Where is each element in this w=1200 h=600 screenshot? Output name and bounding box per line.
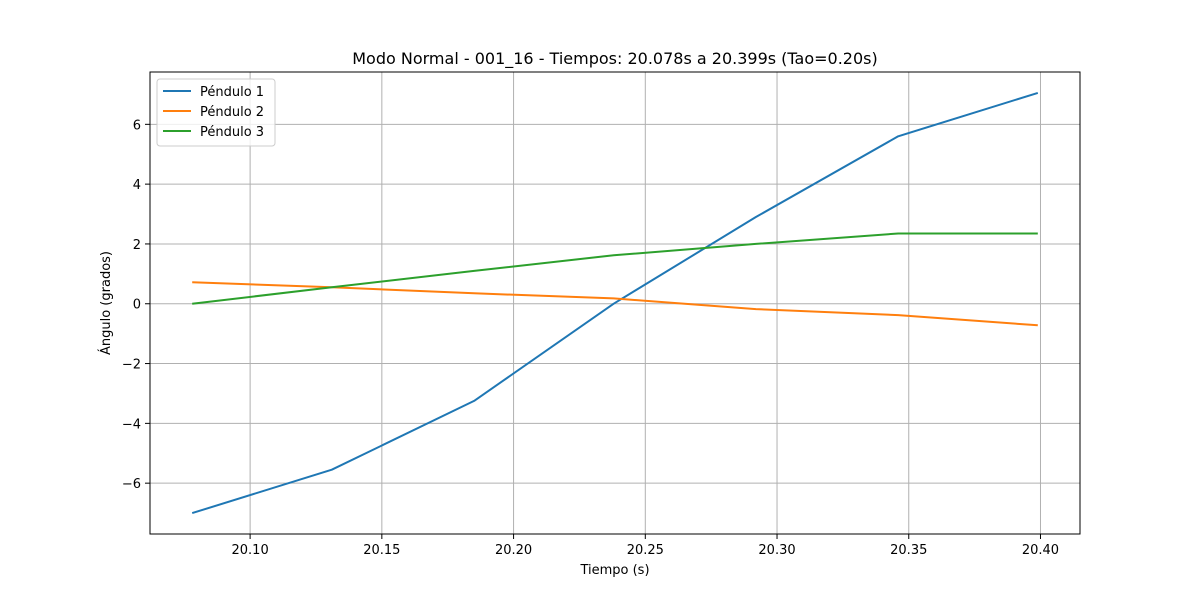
y-tick-label: 2 [133, 238, 141, 253]
y-tick-label: −2 [122, 358, 141, 373]
x-tick-label: 20.30 [758, 543, 795, 558]
legend: Péndulo 1 Péndulo 2 Péndulo 3 [156, 78, 276, 147]
y-tick-label: −6 [122, 477, 141, 492]
legend-label-pendulo-3: Péndulo 3 [200, 125, 264, 140]
series-line-pendulo-3 [192, 232, 1038, 305]
y-axis-label: Ángulo (grados) [98, 251, 114, 355]
legend-label-pendulo-1: Péndulo 1 [200, 85, 264, 100]
plot-frame [149, 71, 1081, 535]
x-tick-label: 20.40 [1022, 543, 1059, 558]
axis-ticks: 20.10 20.15 20.20 20.25 20.30 20.35 20.40 −6 −4 −… [122, 118, 1059, 558]
x-tick-label: 20.15 [363, 543, 400, 558]
series-line-pendulo-1 [191, 91, 1039, 515]
y-tick-label: 6 [133, 118, 141, 133]
x-tick-label: 20.10 [232, 543, 269, 558]
series-lines [191, 91, 1039, 515]
x-axis-label: Tiempo (s) [579, 563, 649, 578]
x-tick-label: 20.35 [890, 543, 927, 558]
y-tick-label: 0 [133, 298, 141, 313]
x-tick-label: 20.25 [627, 543, 664, 558]
legend-label-pendulo-2: Péndulo 2 [200, 105, 264, 120]
legend-box [156, 78, 276, 147]
y-tick-label: −4 [122, 417, 141, 432]
y-tick-label: 4 [133, 178, 141, 193]
x-tick-label: 20.20 [495, 543, 532, 558]
chart-title: Modo Normal - 001_16 - Tiempos: 20.078s … [352, 49, 878, 69]
